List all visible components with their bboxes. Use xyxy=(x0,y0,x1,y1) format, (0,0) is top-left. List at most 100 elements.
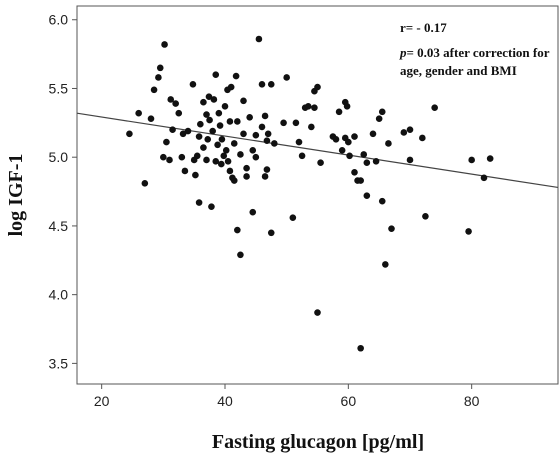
data-point xyxy=(258,123,266,131)
data-point xyxy=(214,141,221,149)
data-point xyxy=(204,136,212,143)
data-point xyxy=(195,133,203,140)
data-point xyxy=(150,86,158,94)
data-point xyxy=(184,127,192,135)
data-point xyxy=(192,171,199,179)
data-point xyxy=(258,81,266,88)
data-point xyxy=(249,208,257,216)
data-point xyxy=(126,130,133,138)
data-point xyxy=(335,108,343,116)
data-point xyxy=(314,83,321,91)
data-point xyxy=(246,114,253,121)
data-point xyxy=(166,156,173,164)
data-point xyxy=(351,169,358,176)
data-point xyxy=(169,126,176,134)
data-point xyxy=(357,344,364,352)
x-tick-label: 40 xyxy=(217,393,233,409)
data-point xyxy=(230,177,238,184)
data-point xyxy=(465,228,472,235)
data-point xyxy=(308,123,315,131)
data-point xyxy=(295,138,303,146)
data-point xyxy=(216,122,224,129)
data-point xyxy=(388,225,395,232)
data-point xyxy=(314,309,321,316)
data-point xyxy=(419,134,426,142)
data-point xyxy=(212,158,220,165)
data-point xyxy=(227,83,235,91)
data-point xyxy=(346,152,353,160)
data-points xyxy=(126,35,494,352)
data-point xyxy=(261,112,269,120)
data-point xyxy=(372,158,380,165)
data-point xyxy=(155,74,162,81)
data-point xyxy=(200,144,207,151)
x-tick-label: 20 xyxy=(94,393,110,409)
x-axis-title: Fasting glucagon [pg/ml] xyxy=(212,431,424,453)
data-point xyxy=(193,152,201,160)
data-point xyxy=(369,130,377,138)
data-point xyxy=(243,164,250,172)
data-point xyxy=(234,226,241,234)
data-point xyxy=(232,72,240,80)
data-point xyxy=(378,197,386,205)
data-point xyxy=(141,180,149,187)
data-point xyxy=(255,35,263,43)
data-point xyxy=(226,118,234,125)
y-tick-label: 4.0 xyxy=(49,287,69,303)
data-point xyxy=(147,115,155,123)
data-point xyxy=(363,159,371,166)
annotation-correction: age, gender and BMI xyxy=(400,63,517,78)
regression-line xyxy=(76,112,559,189)
data-point xyxy=(304,103,312,110)
data-point xyxy=(311,104,318,112)
data-point xyxy=(385,140,392,147)
data-point xyxy=(205,93,213,101)
data-point xyxy=(240,130,247,138)
p-text: = 0.03 after correction for xyxy=(407,45,550,60)
data-point xyxy=(267,81,275,88)
data-point xyxy=(338,147,346,154)
data-point xyxy=(317,159,324,166)
data-point xyxy=(431,104,438,112)
data-point xyxy=(135,109,142,117)
x-tick-label: 60 xyxy=(341,393,357,409)
data-point xyxy=(172,100,179,107)
data-point xyxy=(163,138,170,146)
data-point xyxy=(161,41,168,48)
data-point xyxy=(267,229,275,237)
y-tick-label: 6.0 xyxy=(49,12,69,28)
y-axis-title: log IGF-1 xyxy=(5,154,27,237)
data-point xyxy=(252,153,260,161)
y-tick-label: 5.5 xyxy=(49,80,69,96)
data-point xyxy=(332,136,340,143)
data-point xyxy=(382,261,389,268)
data-point xyxy=(220,152,228,160)
data-point xyxy=(181,167,189,175)
x-tick-label: 80 xyxy=(464,393,480,409)
data-point xyxy=(243,173,250,180)
annotation-p-value: p= 0.03 after correction for xyxy=(399,45,550,60)
data-point xyxy=(160,153,167,161)
axis-ticks: 20 40 60 80 3.5 4.0 4.5 5.0 5.5 6.0 xyxy=(49,12,480,409)
data-point xyxy=(422,213,429,220)
data-point xyxy=(167,96,175,103)
annotation-r: r= - 0.17 xyxy=(400,20,447,35)
data-point xyxy=(234,118,241,125)
data-point xyxy=(283,74,290,81)
data-point xyxy=(378,108,386,116)
data-point xyxy=(406,126,414,134)
data-point xyxy=(208,203,215,210)
data-point xyxy=(210,96,218,103)
data-point xyxy=(468,156,475,164)
data-point xyxy=(263,166,271,173)
data-point xyxy=(218,136,226,143)
data-point xyxy=(203,111,210,118)
data-point xyxy=(215,109,223,117)
data-point xyxy=(203,156,210,164)
data-point xyxy=(209,127,216,135)
data-point xyxy=(406,156,414,164)
data-point xyxy=(271,140,278,147)
data-point xyxy=(175,109,183,117)
data-point xyxy=(237,151,244,158)
